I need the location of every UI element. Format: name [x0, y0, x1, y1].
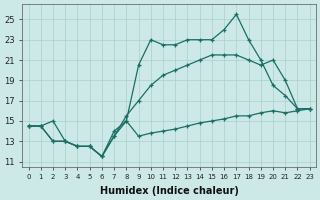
X-axis label: Humidex (Indice chaleur): Humidex (Indice chaleur): [100, 186, 239, 196]
